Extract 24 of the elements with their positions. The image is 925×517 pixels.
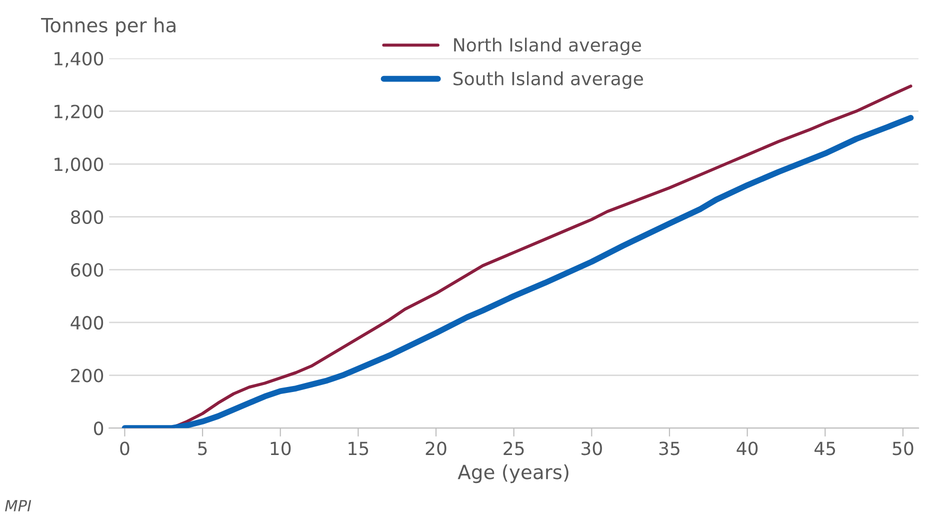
y-tick-label: 400 [70, 316, 104, 330]
y-axis-title: Tonnes per ha [41, 17, 176, 36]
y-tick-label: 600 [71, 263, 104, 277]
x-tick-label: 40 [736, 442, 758, 456]
y-tick-label: 1,000 [54, 157, 104, 173]
y-tick-label: 0 [94, 422, 104, 436]
x-tick-label: 5 [198, 442, 207, 456]
legend-label: North Island average [454, 38, 641, 56]
x-tick-label: 15 [348, 442, 368, 456]
y-tick-label: 1,400 [54, 52, 104, 68]
text: MPI [5, 500, 32, 512]
y-tick-label: 200 [71, 368, 104, 382]
x-tick-label: 10 [270, 442, 291, 456]
x-tick-label: 30 [582, 442, 602, 456]
x-tick-label: 45 [814, 442, 836, 456]
y-tick-label: 1,200 [54, 104, 104, 120]
x-axis-title: Age (years) [458, 464, 568, 484]
x-tick-label: 20 [426, 442, 446, 456]
x-tick-label: 35 [659, 442, 680, 456]
x-tick-label: 50 [892, 442, 914, 456]
legend-label: South Island average [454, 71, 643, 89]
y-tick-label: 800 [71, 210, 104, 224]
x-tick-label: 0 [120, 442, 130, 456]
x-tick-label: 25 [504, 442, 524, 456]
